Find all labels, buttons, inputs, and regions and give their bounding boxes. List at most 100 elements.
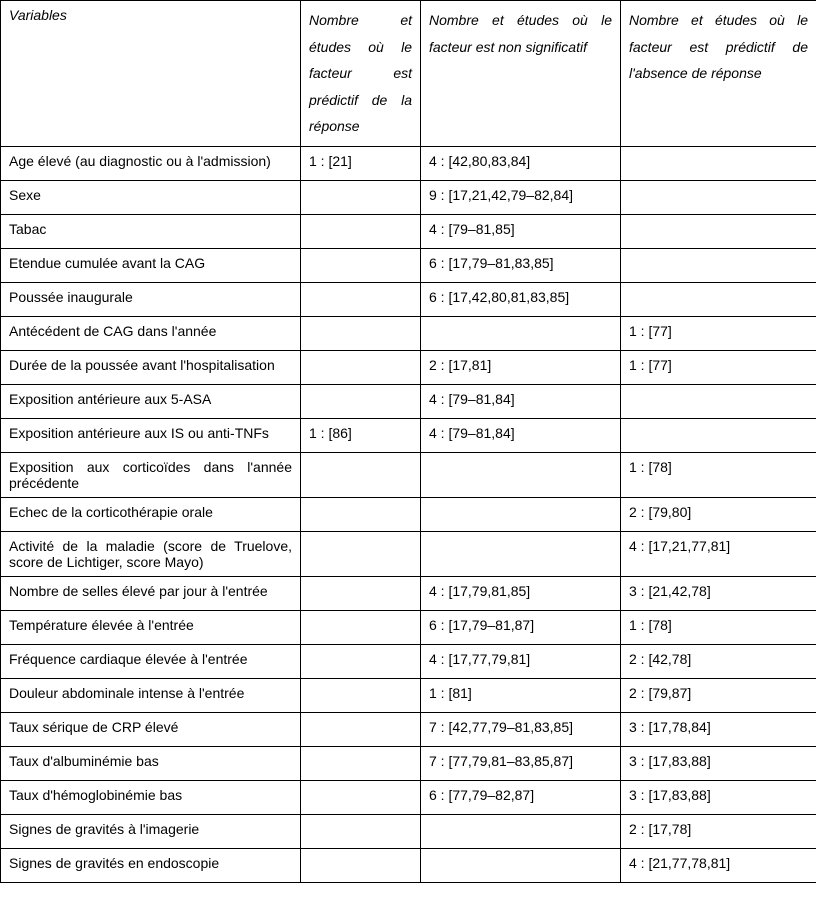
cell-absence: 2 : [79,80]: [621, 497, 816, 531]
cell-nonsignificant: 6 : [77,79–82,87]: [421, 780, 621, 814]
cell-nonsignificant: 4 : [17,77,79,81]: [421, 644, 621, 678]
cell-absence: 1 : [77]: [621, 350, 816, 384]
cell-variable: Signes de gravités en endoscopie: [1, 848, 301, 882]
cell-absence: 3 : [17,78,84]: [621, 712, 816, 746]
cell-variable: Poussée inaugurale: [1, 282, 301, 316]
table-row: Tabac 4 : [79–81,85]: [1, 214, 816, 248]
table-row: Taux d'hémoglobinémie bas 6 : [77,79–82,8…: [1, 780, 816, 814]
cell-nonsignificant: [421, 452, 621, 497]
cell-nonsignificant: 9 : [17,21,42,79–82,84]: [421, 180, 621, 214]
cell-absence: 4 : [17,21,77,81]: [621, 531, 816, 576]
table-row: Taux d'albuminémie bas 7 : [77,79,81–83,8…: [1, 746, 816, 780]
table-row: Activité de la maladie (score de Truelov…: [1, 531, 816, 576]
predictive-factors-table: Variables Nombre et études où le facteur…: [0, 0, 816, 883]
table-row: Nombre de selles élevé par jour à l'entr…: [1, 576, 816, 610]
cell-predictive: [301, 531, 421, 576]
cell-predictive: [301, 214, 421, 248]
cell-variable: Sexe: [1, 180, 301, 214]
cell-nonsignificant: 7 : [77,79,81–83,85,87]: [421, 746, 621, 780]
cell-predictive: [301, 497, 421, 531]
table-row: Douleur abdominale intense à l'entrée1 :…: [1, 678, 816, 712]
cell-nonsignificant: 6 : [17,79–81,87]: [421, 610, 621, 644]
cell-nonsignificant: 4 : [79–81,85]: [421, 214, 621, 248]
cell-absence: 3 : [21,42,78]: [621, 576, 816, 610]
cell-variable: Signes de gravités à l'imagerie: [1, 814, 301, 848]
cell-absence: 2 : [79,87]: [621, 678, 816, 712]
cell-predictive: [301, 248, 421, 282]
cell-nonsignificant: [421, 316, 621, 350]
cell-variable: Exposition antérieure aux IS ou anti-TNF…: [1, 418, 301, 452]
cell-nonsignificant: 6 : [17,42,80,81,83,85]: [421, 282, 621, 316]
header-predictive: Nombre et études où le facteur est prédi…: [301, 1, 421, 147]
table-row: Poussée inaugurale 6 : [17,42,80,81,83,85…: [1, 282, 816, 316]
cell-variable: Taux d'hémoglobinémie bas: [1, 780, 301, 814]
cell-predictive: [301, 746, 421, 780]
table-row: Signes de gravités à l'imagerie 2 : [17,7…: [1, 814, 816, 848]
cell-variable: Exposition antérieure aux 5-ASA: [1, 384, 301, 418]
cell-absence: 1 : [78]: [621, 610, 816, 644]
table-row: Signes de gravités en endoscopie 4 : [21,…: [1, 848, 816, 882]
cell-nonsignificant: [421, 531, 621, 576]
cell-absence: [621, 180, 816, 214]
cell-nonsignificant: 6 : [17,79–81,83,85]: [421, 248, 621, 282]
cell-absence: [621, 214, 816, 248]
table-row: Taux sérique de CRP élevé7 : [42,77,79–8…: [1, 712, 816, 746]
cell-predictive: [301, 610, 421, 644]
header-nonsignificant: Nombre et études où le facteur est non s…: [421, 1, 621, 147]
table-row: Etendue cumulée avant la CAG 6 : [17,79–8…: [1, 248, 816, 282]
cell-variable: Durée de la poussée avant l'hospitalisat…: [1, 350, 301, 384]
cell-variable: Echec de la corticothérapie orale: [1, 497, 301, 531]
table-row: Exposition antérieure aux 5-ASA 4 : [79–8…: [1, 384, 816, 418]
cell-absence: 2 : [42,78]: [621, 644, 816, 678]
cell-predictive: [301, 282, 421, 316]
cell-nonsignificant: 1 : [81]: [421, 678, 621, 712]
cell-variable: Nombre de selles élevé par jour à l'entr…: [1, 576, 301, 610]
cell-absence: [621, 384, 816, 418]
cell-predictive: [301, 316, 421, 350]
cell-predictive: [301, 644, 421, 678]
cell-predictive: 1 : [86]: [301, 418, 421, 452]
cell-absence: [621, 418, 816, 452]
cell-predictive: [301, 180, 421, 214]
cell-predictive: [301, 780, 421, 814]
cell-variable: Activité de la maladie (score de Truelov…: [1, 531, 301, 576]
cell-nonsignificant: 4 : [17,79,81,85]: [421, 576, 621, 610]
cell-nonsignificant: 7 : [42,77,79–81,83,85]: [421, 712, 621, 746]
cell-variable: Antécédent de CAG dans l'année: [1, 316, 301, 350]
cell-predictive: [301, 576, 421, 610]
cell-predictive: [301, 384, 421, 418]
table-row: Durée de la poussée avant l'hospitalisat…: [1, 350, 816, 384]
header-absence: Nombre et études où le facteur est prédi…: [621, 1, 816, 147]
cell-absence: [621, 248, 816, 282]
cell-predictive: [301, 350, 421, 384]
table-row: Echec de la corticothérapie orale 2 : [79…: [1, 497, 816, 531]
cell-absence: [621, 146, 816, 180]
cell-absence: [621, 282, 816, 316]
cell-nonsignificant: 2 : [17,81]: [421, 350, 621, 384]
table-row: Exposition antérieure aux IS ou anti-TNF…: [1, 418, 816, 452]
cell-absence: 2 : [17,78]: [621, 814, 816, 848]
cell-predictive: [301, 712, 421, 746]
cell-variable: Age élevé (au diagnostic ou à l'admissio…: [1, 146, 301, 180]
cell-variable: Exposition aux corticoïdes dans l'année …: [1, 452, 301, 497]
cell-variable: Etendue cumulée avant la CAG: [1, 248, 301, 282]
table-row: Age élevé (au diagnostic ou à l'admissio…: [1, 146, 816, 180]
cell-variable: Tabac: [1, 214, 301, 248]
cell-nonsignificant: [421, 814, 621, 848]
cell-predictive: [301, 678, 421, 712]
cell-predictive: [301, 848, 421, 882]
cell-absence: 4 : [21,77,78,81]: [621, 848, 816, 882]
cell-nonsignificant: 4 : [79–81,84]: [421, 384, 621, 418]
cell-variable: Taux d'albuminémie bas: [1, 746, 301, 780]
table-row: Antécédent de CAG dans l'année1 : [77]: [1, 316, 816, 350]
cell-absence: 3 : [17,83,88]: [621, 746, 816, 780]
cell-absence: 3 : [17,83,88]: [621, 780, 816, 814]
cell-nonsignificant: [421, 497, 621, 531]
table-row: Sexe 9 : [17,21,42,79–82,84]: [1, 180, 816, 214]
cell-nonsignificant: 4 : [42,80,83,84]: [421, 146, 621, 180]
cell-predictive: [301, 452, 421, 497]
cell-nonsignificant: 4 : [79–81,84]: [421, 418, 621, 452]
cell-predictive: 1 : [21]: [301, 146, 421, 180]
table-row: Exposition aux corticoïdes dans l'année …: [1, 452, 816, 497]
table-header-row: Variables Nombre et études où le facteur…: [1, 1, 816, 147]
